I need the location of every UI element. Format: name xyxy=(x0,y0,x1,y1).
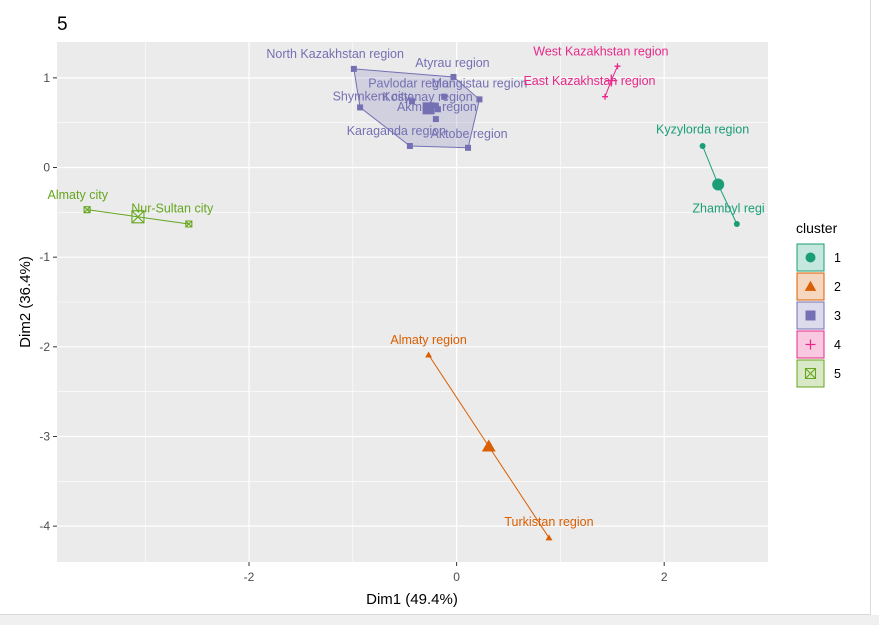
point-label: Zhambyl regi xyxy=(692,201,764,215)
data-point xyxy=(450,73,457,80)
data-point xyxy=(185,220,193,228)
data-point xyxy=(699,143,706,149)
point-label: Karaganda region xyxy=(347,124,446,138)
legend-symbol xyxy=(804,367,817,380)
point-label: Shymkent city xyxy=(333,89,412,103)
point-label: Kostanay region xyxy=(382,90,472,104)
cluster-centroid xyxy=(131,210,145,224)
y-tick-label: 0 xyxy=(43,161,50,175)
data-point xyxy=(432,116,439,123)
grid-minor xyxy=(57,42,768,562)
cluster-segment-5 xyxy=(137,216,189,225)
y-axis: 1 0 -1 -2 -3 -4 xyxy=(39,71,57,533)
cluster-segment-1 xyxy=(717,184,738,225)
legend-key xyxy=(796,301,825,330)
cluster-segments xyxy=(87,66,738,539)
point-label: North Kazakhstan region xyxy=(266,47,404,61)
y-tick-label: -2 xyxy=(39,340,50,354)
data-point xyxy=(441,93,448,100)
y-tick-label: -1 xyxy=(39,250,50,264)
data-point xyxy=(432,102,439,109)
data-point xyxy=(350,65,357,72)
cluster-segment-4 xyxy=(604,80,612,97)
x-tick-label: 2 xyxy=(661,570,668,584)
point-label: Almaty city xyxy=(48,188,109,202)
legend-label: 4 xyxy=(834,338,841,352)
legend-label: 2 xyxy=(834,280,841,294)
chart-title: 5 xyxy=(57,14,68,35)
data-point xyxy=(545,534,553,541)
data-point xyxy=(465,144,472,151)
legend-label: 3 xyxy=(834,309,841,323)
legend: cluster 1 2 3 4 5 xyxy=(796,220,841,388)
point-label: Kyzylorda region xyxy=(656,122,749,136)
point-label: West Kazakhstan region xyxy=(533,44,668,58)
data-point xyxy=(602,93,609,100)
legend-label: 1 xyxy=(834,251,841,265)
cluster-centroid xyxy=(712,178,725,191)
grid-major xyxy=(57,42,768,562)
data-point xyxy=(614,63,621,70)
bottom-scroll-strip xyxy=(0,615,879,625)
data-point xyxy=(357,104,364,111)
data-point xyxy=(406,143,413,149)
legend-symbol xyxy=(805,310,816,321)
y-tick-label: 1 xyxy=(43,71,50,85)
point-label: Aktobe region xyxy=(430,127,507,141)
point-label: Pavlodar region xyxy=(368,77,456,91)
point-label: Akmola region xyxy=(397,100,477,114)
data-point xyxy=(408,98,415,105)
data-point xyxy=(733,221,740,227)
x-axis: -2 0 2 xyxy=(244,562,668,584)
y-axis-label: Dim2 (36.4%) xyxy=(17,256,34,348)
cluster-points xyxy=(83,63,740,541)
x-tick-label: 0 xyxy=(453,570,460,584)
legend-symbol xyxy=(805,339,816,350)
data-point xyxy=(476,96,483,103)
cluster-centroid xyxy=(605,74,618,87)
legend-title: cluster xyxy=(796,220,838,236)
x-axis-label: Dim1 (49.4%) xyxy=(366,591,458,608)
point-label: Mangistau region xyxy=(431,77,527,91)
point-label: Almaty region xyxy=(390,333,466,347)
cluster-segment-5 xyxy=(87,209,139,218)
y-tick-label: -3 xyxy=(39,429,50,443)
cluster-centroid xyxy=(481,439,496,452)
data-point xyxy=(434,106,441,113)
cluster-segment-2 xyxy=(488,446,550,539)
legend-label: 5 xyxy=(834,367,841,381)
legend-symbol xyxy=(805,252,816,263)
data-point xyxy=(83,206,91,214)
y-tick-label: -4 xyxy=(39,519,50,533)
point-label: Atyrau region xyxy=(415,56,489,70)
point-label: Nur-Sultan city xyxy=(131,201,214,215)
point-label: Turkistan region xyxy=(504,515,593,529)
cluster-segment-1 xyxy=(702,145,719,185)
point-label: East Kazakhstan region xyxy=(523,74,655,88)
legend-symbol xyxy=(804,280,817,291)
point-labels: North Kazakhstan region Atyrau region Pavl… xyxy=(48,44,765,529)
cluster-segment-4 xyxy=(610,66,618,81)
data-point xyxy=(425,351,433,358)
cluster-centroid xyxy=(422,102,435,115)
cluster-segment-2 xyxy=(428,354,490,447)
x-tick-label: -2 xyxy=(244,570,255,584)
